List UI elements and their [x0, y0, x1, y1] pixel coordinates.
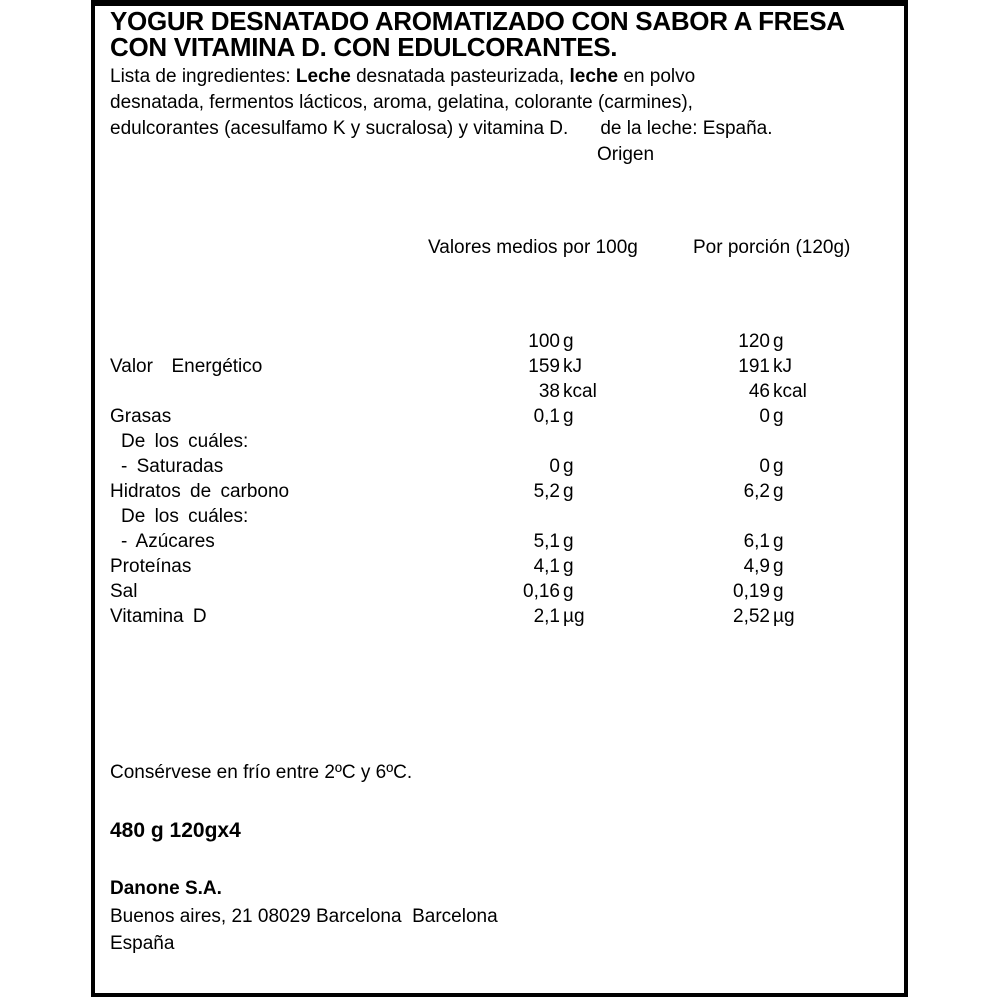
- unit-per-portion: g: [773, 406, 784, 427]
- value-per-portion: 6,1: [743, 531, 770, 552]
- nutrient-label: Vitamina D: [110, 606, 207, 627]
- unit-per-portion: g: [773, 331, 784, 352]
- value-per-100g: 4,1: [533, 556, 560, 577]
- nutrition-row: Grasas 0,1 g 0 g: [95, 406, 904, 431]
- net-weight: 480 g 120gx4: [110, 819, 241, 842]
- milk-origin-text: de la leche: España.: [600, 118, 773, 139]
- unit-per-100g: µg: [563, 606, 585, 627]
- unit-per-100g: g: [563, 456, 574, 477]
- product-title-line1: YOGUR DESNATADO AROMATIZADO CON SABOR A …: [110, 6, 845, 36]
- unit-per-100g: g: [563, 331, 574, 352]
- value-per-100g: 5,2: [533, 481, 560, 502]
- unit-per-100g: g: [563, 531, 574, 552]
- manufacturer-name: Danone S.A.: [110, 878, 222, 899]
- unit-per-100g: g: [563, 556, 574, 577]
- nutrition-row: De los cuáles:: [95, 431, 904, 456]
- value-per-100g: 0,1: [533, 406, 560, 427]
- unit-per-portion: g: [773, 456, 784, 477]
- nutrition-row: Valor Energético 159 kJ 191 kJ: [95, 356, 904, 381]
- value-per-100g: 100: [528, 331, 560, 352]
- ingredients-line3-part1: edulcorantes (acesulfamo K y sucralosa) …: [110, 118, 569, 139]
- unit-per-portion: kcal: [773, 381, 807, 402]
- value-per-portion: 120: [738, 331, 770, 352]
- label-frame: YOGUR DESNATADO AROMATIZADO CON SABOR A …: [91, 0, 908, 997]
- origen-word: Origen: [597, 144, 655, 165]
- nutrition-row: Hidratos de carbono 5,2 g 6,2 g: [95, 481, 904, 506]
- product-title: YOGUR DESNATADO AROMATIZADO CON SABOR A …: [110, 8, 845, 60]
- value-per-portion: 2,52: [733, 606, 770, 627]
- nutrition-row: 38 kcal 46 kcal: [95, 381, 904, 406]
- nutrient-label: - Saturadas: [121, 456, 224, 477]
- nutrition-rows: 100 g 120 g Valor Energético 159 kJ 191 kJ 38 kcal…: [95, 331, 904, 631]
- nutrient-label: Valor Energético: [110, 356, 263, 377]
- nutrition-row: - Azúcares 5,1 g 6,1 g: [95, 531, 904, 556]
- ingredient-bold-leche2: leche: [569, 66, 619, 87]
- value-per-100g: 5,1: [533, 531, 560, 552]
- ingredients-prefix: Lista de ingredientes:: [110, 66, 296, 87]
- nutrient-label: De los cuáles:: [121, 431, 249, 452]
- ingredients-line1: Lista de ingredientes: Leche desnatada p…: [110, 64, 894, 90]
- value-per-portion: 6,2: [743, 481, 770, 502]
- nutrient-label: Hidratos de carbono: [110, 481, 290, 502]
- ingredients-section: Lista de ingredientes: Leche desnatada p…: [110, 64, 894, 168]
- nutrition-row: De los cuáles:: [95, 506, 904, 531]
- nutrient-label: - Azúcares: [121, 531, 215, 552]
- storage-instructions: Consérvese en frío entre 2ºC y 6ºC.: [110, 762, 413, 783]
- nutrition-row: Proteínas 4,1 g 4,9 g: [95, 556, 904, 581]
- nutrition-row: 100 g 120 g: [95, 331, 904, 356]
- unit-per-portion: g: [773, 581, 784, 602]
- ingredients-suffix: en polvo: [618, 66, 696, 87]
- manufacturer-address: Buenos aires, 21 08029 Barcelona Barcelo…: [110, 905, 498, 927]
- value-per-100g: 0,16: [523, 581, 560, 602]
- header-per-portion: Por porción (120g): [693, 237, 851, 258]
- unit-per-100g: g: [563, 406, 574, 427]
- value-per-100g: 2,1: [533, 606, 560, 627]
- value-per-portion: 46: [748, 381, 770, 402]
- value-per-portion: 191: [738, 356, 770, 377]
- value-per-portion: 0,19: [733, 581, 770, 602]
- unit-per-100g: kJ: [563, 356, 582, 377]
- nutrient-label: Sal: [110, 581, 138, 602]
- value-per-100g: 0: [549, 456, 560, 477]
- value-per-portion: 0: [759, 406, 770, 427]
- ingredient-bold-leche1: Leche: [295, 66, 351, 87]
- manufacturer-country: España: [110, 933, 175, 954]
- manufacturer-block: Danone S.A. Buenos aires, 21 08029 Barce…: [110, 875, 498, 958]
- nutrition-header: Valores medios por 100g Por porción (120…: [95, 237, 904, 262]
- value-per-portion: 4,9: [743, 556, 770, 577]
- ingredients-line2: desnatada, fermentos lácticos, aroma, ge…: [110, 92, 693, 113]
- unit-per-portion: g: [773, 556, 784, 577]
- nutrition-row: Sal 0,16 g 0,19 g: [95, 581, 904, 606]
- nutrient-label: De los cuáles:: [121, 506, 249, 527]
- unit-per-portion: g: [773, 531, 784, 552]
- unit-per-100g: kcal: [563, 381, 597, 402]
- nutrition-row: Vitamina D 2,1 µg 2,52 µg: [95, 606, 904, 631]
- value-per-100g: 38: [538, 381, 560, 402]
- unit-per-100g: g: [563, 481, 574, 502]
- ingredients-line3: edulcorantes (acesulfamo K y sucralosa) …: [110, 116, 894, 142]
- unit-per-portion: kJ: [773, 356, 792, 377]
- nutrient-label: Proteínas: [110, 556, 192, 577]
- unit-per-portion: g: [773, 481, 784, 502]
- nutrition-row: - Saturadas 0 g 0 g: [95, 456, 904, 481]
- unit-per-100g: g: [563, 581, 574, 602]
- unit-per-portion: µg: [773, 606, 795, 627]
- header-per-100g: Valores medios por 100g: [428, 237, 638, 258]
- value-per-100g: 159: [528, 356, 560, 377]
- product-title-line2: CON VITAMINA D. CON EDULCORANTES.: [110, 32, 618, 62]
- ingredients-mid: desnatada pasteurizada,: [350, 66, 570, 87]
- value-per-portion: 0: [759, 456, 770, 477]
- nutrient-label: Grasas: [110, 406, 172, 427]
